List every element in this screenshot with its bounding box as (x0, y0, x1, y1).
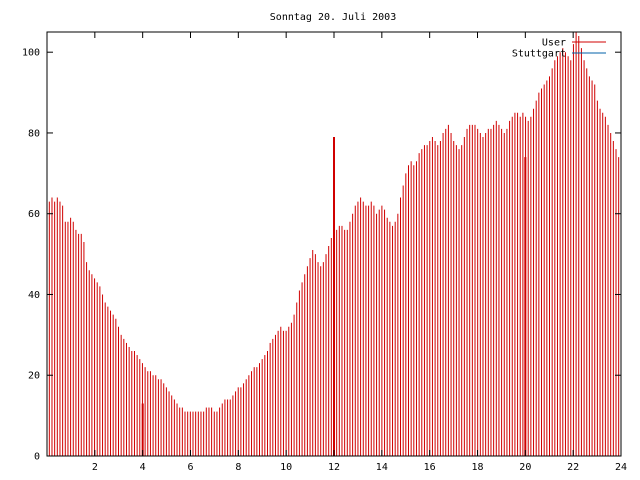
x-tick-label: 18 (471, 462, 483, 473)
legend-label-user: User (542, 38, 566, 49)
x-tick-label: 22 (567, 462, 579, 473)
highlight-lines-group (141, 136, 527, 456)
y-tick-label: 100 (22, 48, 40, 59)
y-tick-label: 20 (28, 371, 40, 382)
x-tick-label: 10 (280, 462, 292, 473)
x-tick-label: 12 (328, 462, 340, 473)
x-tick-label: 16 (424, 462, 436, 473)
legend-label-stuttgart: Stuttgart (512, 49, 566, 60)
x-tick-label: 2 (92, 462, 98, 473)
x-tick-label: 20 (519, 462, 531, 473)
x-tick-label: 8 (235, 462, 241, 473)
chart-title: Sonntag 20. Juli 2003 (270, 12, 396, 23)
bars-group (48, 32, 620, 456)
x-tick-label: 14 (376, 462, 388, 473)
y-tick-label: 0 (34, 452, 40, 463)
y-tick-label: 40 (28, 290, 40, 301)
x-axis: 2 4 6 8 10 12 14 16 18 20 22 24 (92, 32, 627, 473)
x-tick-label: 6 (187, 462, 193, 473)
y-tick-label: 60 (28, 209, 40, 220)
x-tick-label: 4 (140, 462, 146, 473)
y-axis: 0 20 40 60 80 100 (22, 48, 621, 463)
x-tick-label: 24 (615, 462, 627, 473)
y-tick-label: 80 (28, 128, 40, 139)
